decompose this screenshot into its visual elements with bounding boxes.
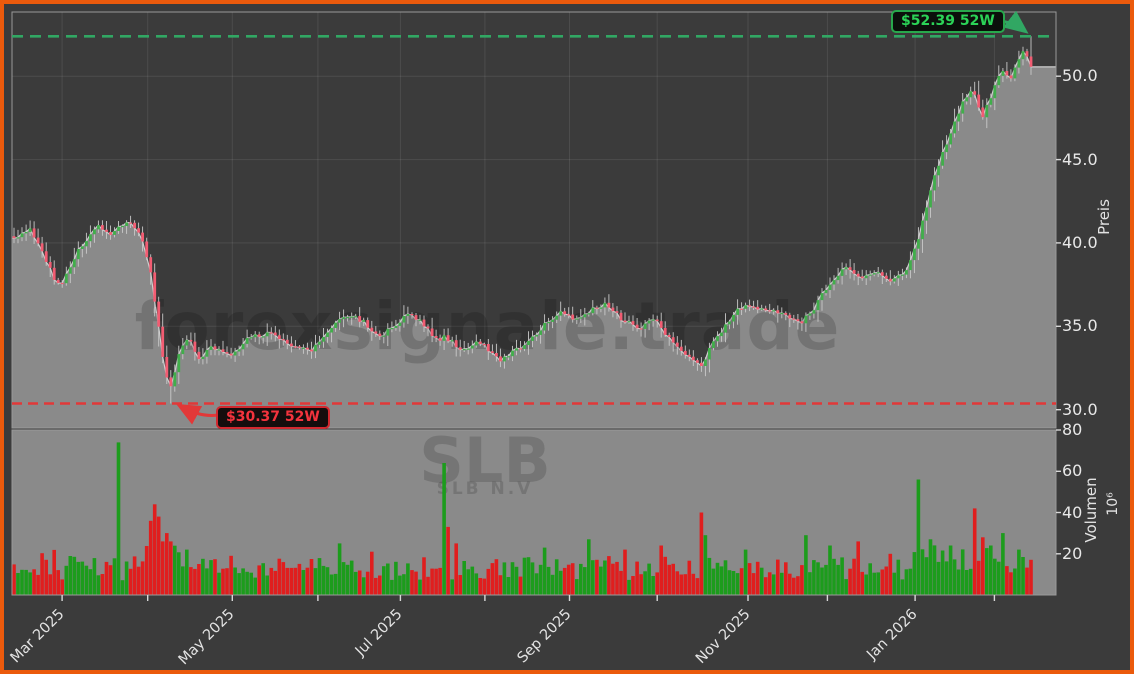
volume-tick-label: 60	[1062, 461, 1083, 480]
watermark-symbol: SLB	[419, 424, 551, 497]
volume-bars	[12, 442, 1033, 596]
price-axis-title: Preis	[1095, 199, 1113, 235]
axis-tick-marks	[61, 75, 1061, 601]
watermark-symbol-subtitle: SLB N.V	[436, 479, 534, 499]
x-tick-label: May 2025	[175, 606, 238, 669]
candlesticks	[12, 36, 1033, 404]
watermark-brand: forexsignale.trade	[134, 288, 841, 365]
price-tick-label: 30.0	[1062, 400, 1098, 419]
price-tick-label: 35.0	[1062, 316, 1098, 335]
price-panel-spine	[11, 11, 1057, 429]
volume-tick-label: 40	[1062, 503, 1083, 522]
volume-axis-scale: 10⁶	[1105, 492, 1121, 516]
x-tick-label: Nov 2025	[692, 606, 754, 668]
close-line	[12, 50, 1056, 389]
low-52w-badge: $30.37 52W	[216, 406, 330, 429]
price-tick-label: 50.0	[1062, 66, 1098, 85]
low-arrow	[176, 403, 219, 425]
volume-tick-label: 80	[1062, 420, 1083, 439]
x-tick-label: Mar 2025	[7, 606, 68, 667]
price-tick-label: 45.0	[1062, 150, 1098, 169]
volume-axis-title: Volumen	[1082, 477, 1100, 543]
x-tick-label: Jul 2025	[352, 606, 406, 660]
price-tick-label: 40.0	[1062, 233, 1098, 252]
x-tick-label: Sep 2025	[514, 606, 575, 667]
high-52w-badge: $52.39 52W	[891, 10, 1005, 33]
x-tick-label: Jan 2026	[864, 606, 921, 663]
volume-tick-label: 20	[1062, 544, 1083, 563]
